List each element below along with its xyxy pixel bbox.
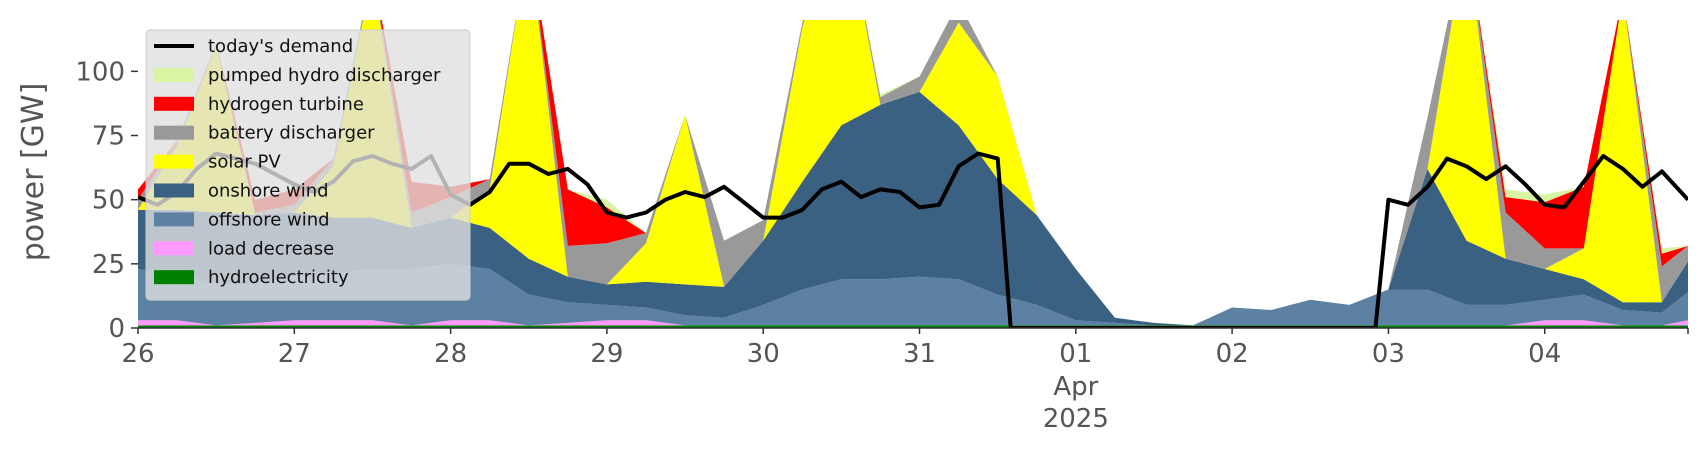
legend-swatch-pumped-hydro-discharger [154, 67, 194, 82]
legend-swatch-hydroelectricity [154, 270, 194, 285]
x-tick-label: 27 [278, 339, 311, 369]
x-tick-label: 31 [903, 339, 936, 369]
area-solar-pv [138, 20, 1688, 326]
x-tick-label: 28 [434, 339, 467, 369]
x-tick-label: 26 [121, 339, 154, 369]
legend-swatch-hydrogen-turbine [154, 96, 194, 111]
legend-label-load-decrease: load decrease [208, 238, 334, 259]
legend: today's demand pumped hydro discharger hyd… [145, 29, 471, 301]
x-tick-label: 02 [1216, 339, 1249, 369]
x-tick-sublabel: Apr [1053, 372, 1098, 402]
legend-label-today-s-demand: today's demand [208, 36, 353, 57]
legend-label-solar-pv: solar PV [208, 152, 281, 173]
legend-label-onshore-wind: onshore wind [208, 181, 329, 202]
x-tick-label: 29 [590, 339, 623, 369]
legend-label-hydrogen-turbine: hydrogen turbine [208, 94, 364, 115]
y-tick-label: 0 [108, 314, 125, 344]
x-tick-label: 03 [1372, 339, 1405, 369]
legend-swatch-offshore-wind [154, 212, 194, 227]
legend-swatch-solar-pv [154, 154, 194, 169]
y-tick-label: 50 [92, 186, 125, 216]
legend-swatch-onshore-wind [154, 183, 194, 198]
area-battery-discharger [138, 20, 1688, 326]
x-tick-label: 30 [747, 339, 780, 369]
x-tick-label: 04 [1528, 339, 1561, 369]
area-onshore-wind [138, 91, 1688, 326]
y-axis-label: power [GW] [16, 83, 51, 262]
x-tick-sublabel: 2025 [1043, 404, 1109, 434]
stacked-areas [138, 20, 1688, 328]
y-axis: 0 25 50 75 100 [75, 57, 138, 344]
legend-box [145, 29, 471, 301]
legend-swatch-battery-discharger [154, 125, 194, 140]
legend-label-battery-discharger: battery discharger [208, 123, 375, 144]
area-load-decrease [138, 320, 1688, 326]
legend-label-pumped-hydro-discharger: pumped hydro discharger [208, 65, 441, 86]
legend-swatch-load-decrease [154, 241, 194, 256]
y-tick-label: 25 [92, 250, 125, 280]
legend-label-hydroelectricity: hydroelectricity [208, 267, 349, 288]
y-tick-label: 100 [75, 57, 125, 87]
legend-label-offshore-wind: offshore wind [208, 209, 330, 230]
y-tick-label: 75 [92, 122, 125, 152]
area-offshore-wind [138, 263, 1688, 326]
x-tick-label: 01 [1059, 339, 1092, 369]
